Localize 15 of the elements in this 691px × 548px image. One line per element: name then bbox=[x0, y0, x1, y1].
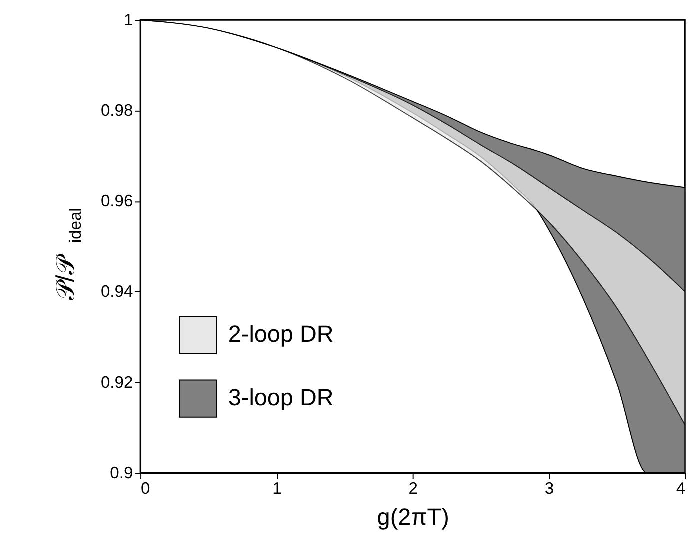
y-tick-label: 1 bbox=[124, 10, 134, 30]
x-tick-label: 2 bbox=[408, 479, 418, 498]
x-axis-title: g(2πT) bbox=[377, 504, 450, 530]
legend-label: 3-loop DR bbox=[228, 384, 334, 411]
x-tick-label: 3 bbox=[544, 479, 554, 498]
x-tick-label: 1 bbox=[272, 479, 282, 498]
y-axis-title: 𝒫/𝒫ideal bbox=[52, 208, 86, 300]
y-tick-label: 0.94 bbox=[100, 282, 134, 302]
legend-label: 2-loop DR bbox=[228, 321, 334, 348]
y-tick-label: 0.98 bbox=[100, 101, 134, 120]
y-tick-label: 0.92 bbox=[100, 372, 134, 392]
x-tick-label: 4 bbox=[676, 479, 686, 498]
x-tick-label: 0 bbox=[141, 479, 150, 498]
y-tick-label: 0.9 bbox=[110, 463, 134, 482]
y-tick-label: 0.96 bbox=[100, 192, 134, 211]
